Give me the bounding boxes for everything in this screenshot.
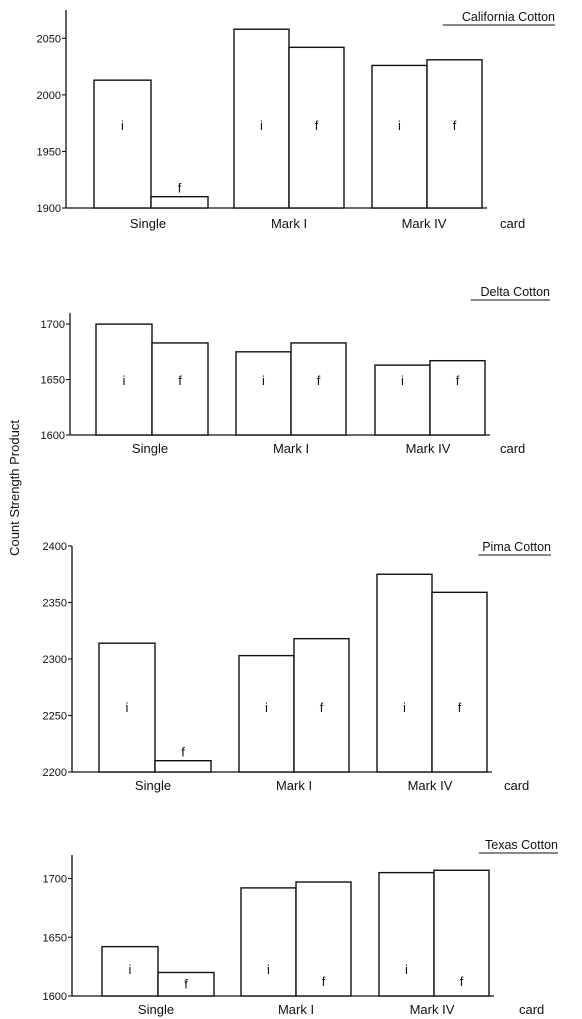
bar-series-label: i [401,373,404,388]
bar-series-label: i [403,700,406,715]
y-tick-label: 2200 [43,767,67,779]
x-category-label: Mark IV [410,1002,455,1017]
y-tick-label: 2350 [43,598,67,610]
y-tick-label: 1600 [41,430,65,442]
bar-series-label: i [405,962,408,977]
bar-series-label: i [121,118,124,133]
x-axis-label: card [504,778,529,793]
y-axis-label: Count Strength Product [7,420,22,556]
y-tick-label: 1600 [43,991,67,1003]
bar [233,28,290,209]
bar-series-label: f [458,700,462,715]
bar [157,971,215,997]
bar [93,79,152,209]
x-category-label: Single [135,778,171,793]
bar-series-label: i [267,962,270,977]
y-tick-label: 2250 [43,711,67,723]
bar [431,591,488,773]
bar-series-label: f [320,700,324,715]
bar-series-label: f [317,373,321,388]
bar [376,573,433,773]
bar [151,342,209,436]
chart-panel: Texas Cotton 1600 1650 1700 i f Single i f Mark I… [43,838,559,1017]
bar [238,654,295,773]
bar-series-label: i [126,700,129,715]
bar-series-label: i [265,700,268,715]
chart-panel: Delta Cotton 1600 1650 1700 i f Single i f Mark I… [41,285,551,456]
bar [95,323,153,436]
bar [378,871,435,997]
x-axis-label: card [500,216,525,231]
x-category-label: Mark IV [406,441,451,456]
bar-series-label: f [181,745,185,760]
x-category-label: Mark I [276,778,312,793]
bar-series-label: i [398,118,401,133]
y-tick-label: 1700 [41,319,65,331]
y-tick-label: 1700 [43,874,67,886]
x-category-label: Mark IV [402,216,447,231]
x-category-label: Single [138,1002,174,1017]
bar [240,887,297,997]
bar [150,195,209,209]
bar [374,364,431,436]
bar [295,881,352,997]
x-category-label: Mark IV [408,778,453,793]
panel-title: Texas Cotton [485,838,558,852]
panel-title: Pima Cotton [482,540,551,554]
bar-series-label: f [456,373,460,388]
bar-series-label: f [315,118,319,133]
x-axis-label: card [500,441,525,456]
chart-panel: California Cotton 1900 1950 2000 2050 i f Singl… [37,10,555,231]
panel-title: Delta Cotton [481,285,551,299]
y-tick-label: 2300 [43,654,67,666]
bar [154,760,212,773]
bar-series-label: i [262,373,265,388]
x-category-label: Single [132,441,168,456]
bar [101,945,159,997]
y-tick-label: 2000 [37,90,61,102]
y-tick-label: 2050 [37,33,61,45]
chart-panel: Pima Cotton 2200 2250 2300 2350 2400 i f Single i… [43,540,552,793]
bar-series-label: f [453,118,457,133]
bar-series-label: i [129,962,132,977]
bar-series-label: i [123,373,126,388]
bar-series-label: f [184,976,188,991]
bar [429,359,486,436]
bar [98,642,156,773]
y-tick-label: 1950 [37,146,61,158]
bar [235,351,292,436]
bar [433,869,490,997]
x-category-label: Mark I [278,1002,314,1017]
y-tick-label: 1650 [41,375,65,387]
panel-title: California Cotton [462,10,555,24]
bar [290,342,347,436]
bar-series-label: f [178,373,182,388]
bar-series-label: i [260,118,263,133]
bar-series-label: f [460,974,464,989]
x-category-label: Mark I [273,441,309,456]
y-tick-label: 2400 [43,541,67,553]
y-tick-label: 1650 [43,932,67,944]
bar [426,59,483,209]
bar [288,46,345,209]
bar [293,637,350,773]
bar-series-label: f [322,974,326,989]
x-category-label: Single [130,216,166,231]
x-axis-label: card [519,1002,544,1017]
x-category-label: Mark I [271,216,307,231]
y-tick-label: 1900 [37,203,61,215]
bar-series-label: f [178,181,182,196]
bar [371,64,428,209]
